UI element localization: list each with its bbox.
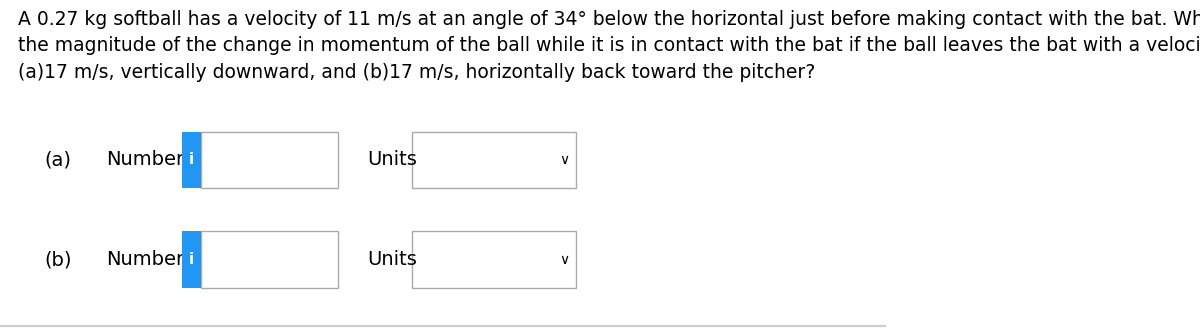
Text: (a): (a) bbox=[44, 150, 71, 169]
FancyBboxPatch shape bbox=[412, 231, 576, 288]
FancyBboxPatch shape bbox=[181, 231, 202, 288]
Text: Units: Units bbox=[367, 150, 418, 169]
FancyBboxPatch shape bbox=[412, 132, 576, 188]
FancyBboxPatch shape bbox=[181, 132, 202, 188]
Text: (b): (b) bbox=[44, 250, 72, 269]
Text: A 0.27 kg softball has a velocity of 11 m/s at an angle of 34° below the horizon: A 0.27 kg softball has a velocity of 11 … bbox=[18, 10, 1200, 82]
Text: Units: Units bbox=[367, 250, 418, 269]
Text: Number: Number bbox=[107, 250, 185, 269]
Text: i: i bbox=[188, 152, 194, 167]
Text: ∨: ∨ bbox=[559, 253, 569, 267]
FancyBboxPatch shape bbox=[202, 231, 338, 288]
Text: Number: Number bbox=[107, 150, 185, 169]
FancyBboxPatch shape bbox=[202, 132, 338, 188]
Text: ∨: ∨ bbox=[559, 153, 569, 167]
Text: i: i bbox=[188, 252, 194, 267]
